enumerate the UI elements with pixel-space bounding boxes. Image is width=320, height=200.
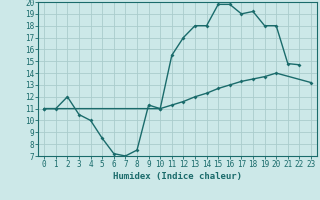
- X-axis label: Humidex (Indice chaleur): Humidex (Indice chaleur): [113, 172, 242, 181]
